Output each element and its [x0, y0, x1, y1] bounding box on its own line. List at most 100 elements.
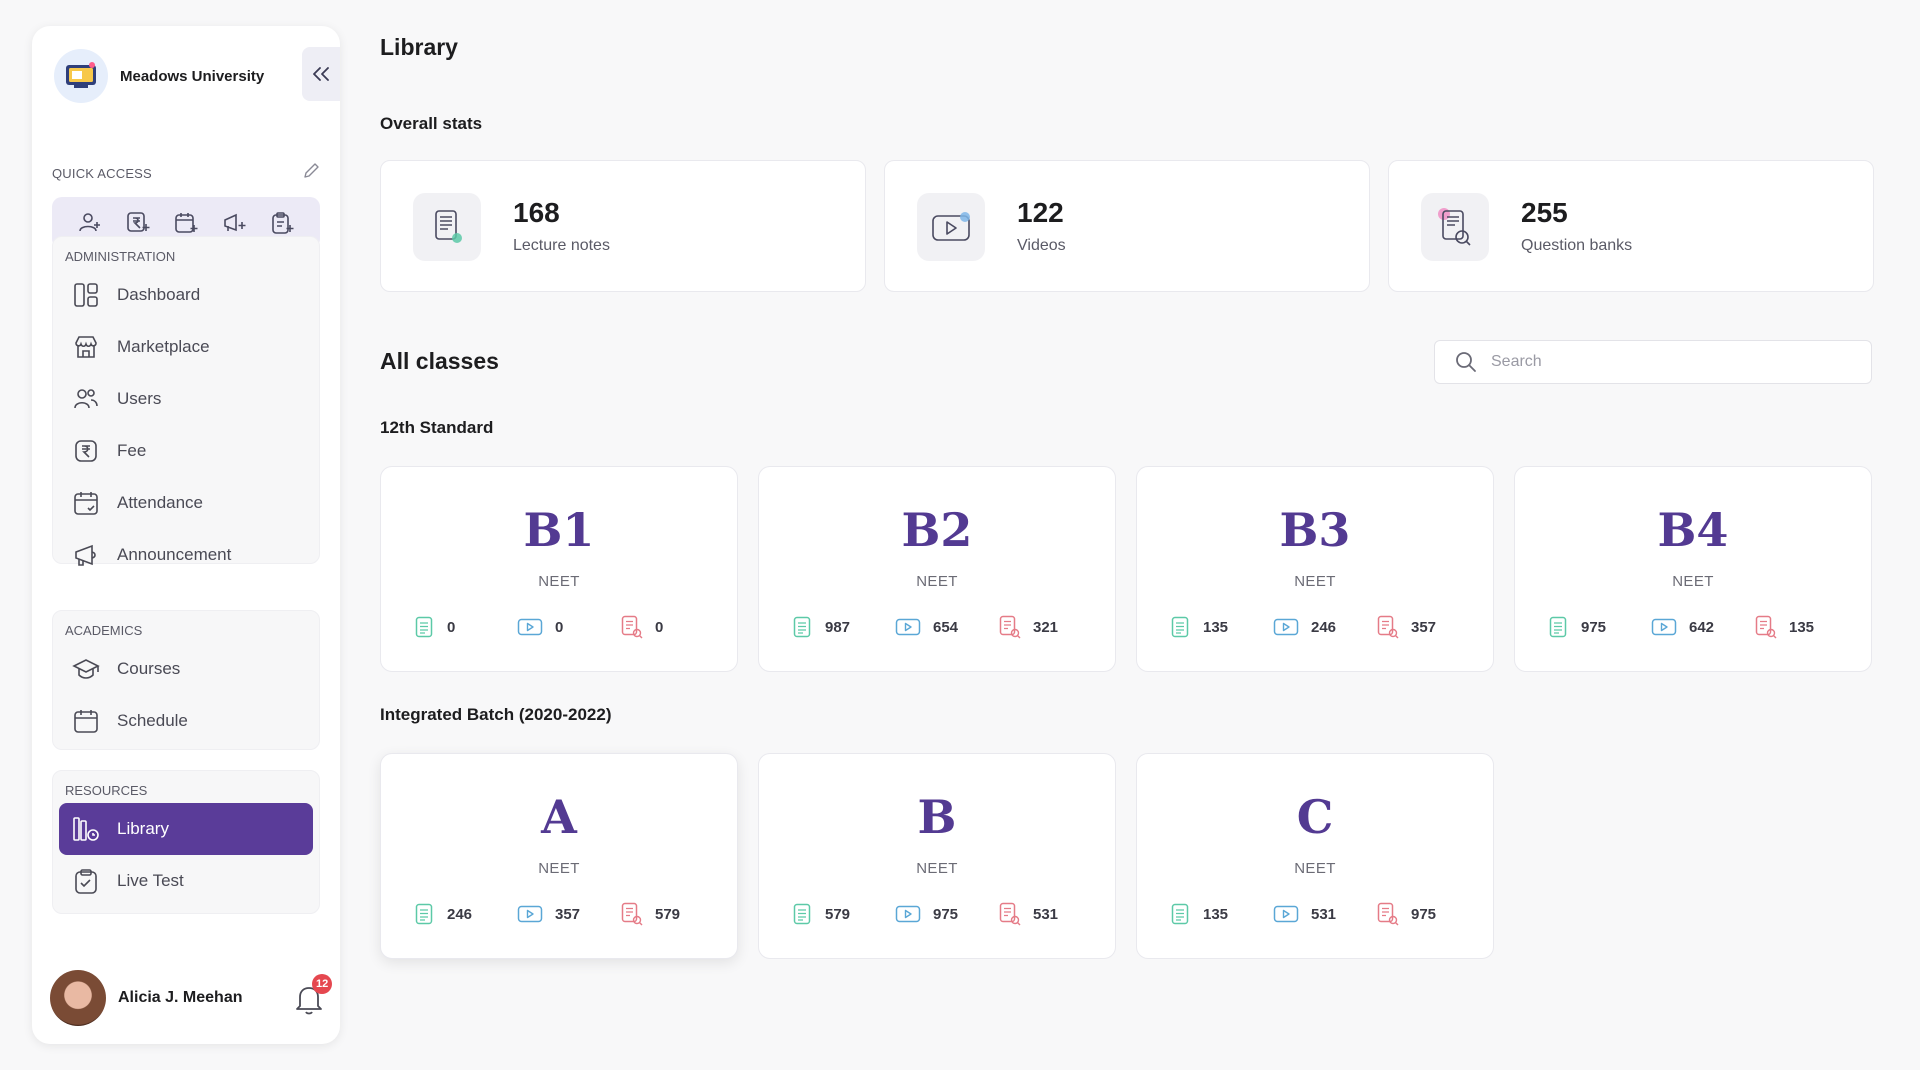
search-input[interactable]	[1491, 353, 1851, 371]
metric-questions: 0	[621, 615, 725, 639]
add-fee-icon[interactable]	[123, 208, 153, 238]
class-metrics: 975 642	[1547, 615, 1859, 639]
class-card-b[interactable]: B NEET 579 975	[758, 753, 1116, 959]
class-exam: NEET	[916, 860, 958, 877]
edit-quick-access-button[interactable]	[302, 162, 320, 185]
notes-icon	[413, 902, 435, 926]
group-title-integrated-batch: Integrated Batch (2020-2022)	[380, 705, 612, 724]
sidebar-item-courses[interactable]: Courses	[59, 643, 313, 695]
questions-count: 321	[1033, 618, 1059, 636]
video-icon	[517, 902, 543, 926]
group-title-12th-standard: 12th Standard	[380, 418, 494, 437]
notifications-button[interactable]: 12	[294, 974, 333, 1015]
sidebar-item-dashboard[interactable]: Dashboard	[59, 269, 313, 321]
sidebar-item-schedule[interactable]: Schedule	[59, 695, 313, 747]
sidebar-item-label: Schedule	[117, 711, 188, 730]
stat-card-question-banks: 255 Question banks	[1388, 160, 1874, 292]
academics-section: ACADEMICS Courses Schedule	[52, 610, 320, 750]
class-exam: NEET	[538, 860, 580, 877]
metric-notes: 579	[791, 902, 895, 926]
class-card-b4[interactable]: B4 NEET 975 642	[1514, 466, 1872, 672]
class-exam: NEET	[1672, 573, 1714, 590]
org-name: Meadows University	[120, 67, 265, 85]
sidebar-item-fee[interactable]: Fee	[59, 425, 313, 477]
users-icon	[71, 384, 101, 414]
class-card-c[interactable]: C NEET 135 531	[1136, 753, 1494, 959]
dashboard-icon	[71, 280, 101, 310]
class-metrics: 579 975	[791, 902, 1103, 926]
user-profile[interactable]: Alicia J. Meehan	[50, 970, 243, 1026]
class-metrics: 135 531	[1169, 902, 1481, 926]
metric-notes: 246	[413, 902, 517, 926]
notes-count: 0	[447, 618, 456, 636]
questions-count: 975	[1411, 905, 1437, 923]
sidebar-item-attendance[interactable]: Attendance	[59, 477, 313, 529]
video-icon	[1273, 902, 1299, 926]
class-card-b1[interactable]: B1 NEET 0 0	[380, 466, 738, 672]
sidebar-item-library[interactable]: Library	[59, 803, 313, 855]
metric-questions: 321	[999, 615, 1103, 639]
video-icon	[895, 902, 921, 926]
class-exam: NEET	[538, 573, 580, 590]
add-calendar-icon[interactable]	[171, 208, 201, 238]
class-name: B3	[1279, 503, 1351, 557]
sidebar-item-marketplace[interactable]: Marketplace	[59, 321, 313, 373]
stat-value: 168	[513, 197, 560, 228]
add-test-icon[interactable]	[267, 208, 297, 238]
calendar-check-icon	[71, 488, 101, 518]
university-logo-icon	[54, 49, 108, 103]
metric-videos: 357	[517, 902, 621, 926]
videos-count: 642	[1689, 618, 1715, 636]
add-announcement-icon[interactable]	[219, 208, 249, 238]
question-bank-icon	[999, 615, 1021, 639]
questions-count: 357	[1411, 618, 1437, 636]
question-bank-icon	[621, 902, 643, 926]
store-icon	[71, 332, 101, 362]
sidebar-item-users[interactable]: Users	[59, 373, 313, 425]
question-bank-icon	[1755, 615, 1777, 639]
class-name: A	[541, 790, 577, 844]
add-user-icon[interactable]	[75, 208, 105, 238]
question-bank-icon	[1377, 902, 1399, 926]
videos-count: 975	[933, 905, 959, 923]
question-bank-icon	[1421, 193, 1489, 261]
class-metrics: 0 0	[413, 615, 725, 639]
metric-notes: 975	[1547, 615, 1651, 639]
metric-questions: 135	[1755, 615, 1859, 639]
question-bank-icon	[999, 902, 1021, 926]
question-bank-icon	[1377, 615, 1399, 639]
metric-videos: 642	[1651, 615, 1755, 639]
class-card-a[interactable]: A NEET 246 357	[380, 753, 738, 959]
video-icon	[517, 615, 543, 639]
sidebar-item-label: Marketplace	[117, 337, 210, 356]
class-name: B	[917, 790, 957, 844]
notes-count: 579	[825, 905, 851, 923]
sidebar-item-announcement[interactable]: Announcement	[59, 529, 313, 581]
sidebar-item-label: Fee	[117, 441, 147, 460]
pencil-icon	[304, 163, 319, 178]
section-title-administration: ADMINISTRATION	[65, 249, 176, 264]
metric-questions: 975	[1377, 902, 1481, 926]
rupee-icon	[71, 436, 101, 466]
videos-count: 357	[555, 905, 581, 923]
metric-videos: 654	[895, 615, 999, 639]
megaphone-icon	[71, 540, 101, 570]
class-name: B4	[1657, 503, 1729, 557]
page-title: Library	[380, 34, 458, 60]
class-card-b3[interactable]: B3 NEET 135 246	[1136, 466, 1494, 672]
metric-questions: 579	[621, 902, 725, 926]
questions-count: 531	[1033, 905, 1059, 923]
user-name: Alicia J. Meehan	[118, 989, 243, 1006]
metric-videos: 975	[895, 902, 999, 926]
section-title-resources: RESOURCES	[65, 783, 148, 798]
sidebar-item-live-test[interactable]: Live Test	[59, 855, 313, 907]
videos-count: 654	[933, 618, 959, 636]
sidebar-item-label: Announcement	[117, 545, 232, 564]
class-card-b2[interactable]: B2 NEET 987 654	[758, 466, 1116, 672]
questions-count: 0	[655, 618, 664, 636]
stat-card-videos: 122 Videos	[884, 160, 1370, 292]
bell-icon	[296, 987, 322, 1015]
sidebar: Meadows University QUICK ACCESS	[32, 26, 340, 1044]
calendar-icon	[71, 706, 101, 736]
collapse-sidebar-button[interactable]	[302, 47, 340, 101]
